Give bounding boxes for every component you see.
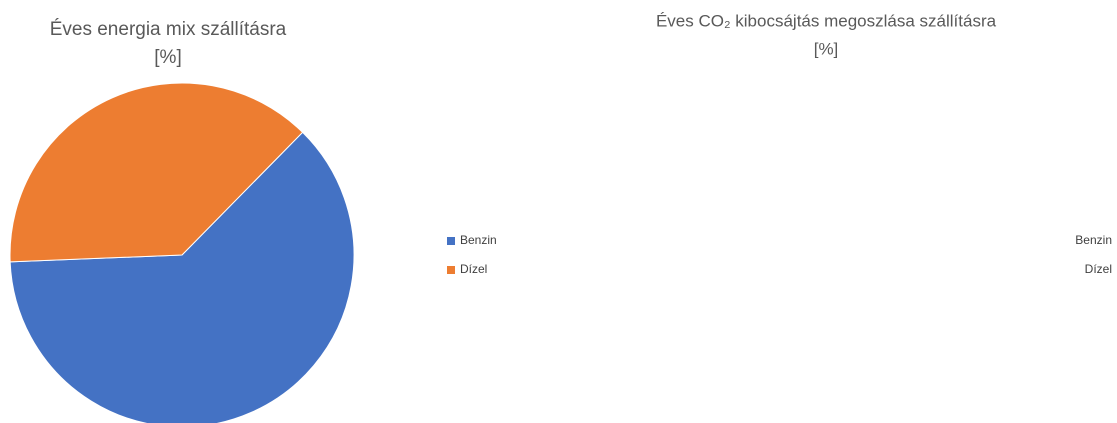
legend-label: Benzin bbox=[460, 233, 497, 247]
pie-slice bbox=[9, 131, 355, 423]
chart-title: [%] bbox=[814, 39, 839, 58]
legend-label: Dízel bbox=[460, 262, 487, 276]
legend-swatch bbox=[447, 237, 455, 245]
legend-swatch bbox=[447, 266, 455, 274]
chart-title: [%] bbox=[154, 47, 181, 68]
legend-label: Dízel bbox=[1085, 262, 1112, 276]
pie-slice bbox=[9, 82, 304, 263]
chart-title: Éves energia mix szállításra bbox=[50, 19, 287, 40]
legend-label: Benzin bbox=[1075, 233, 1112, 247]
chart-title: Éves CO₂ kibocsájtás megoszlása szállítá… bbox=[656, 11, 997, 30]
